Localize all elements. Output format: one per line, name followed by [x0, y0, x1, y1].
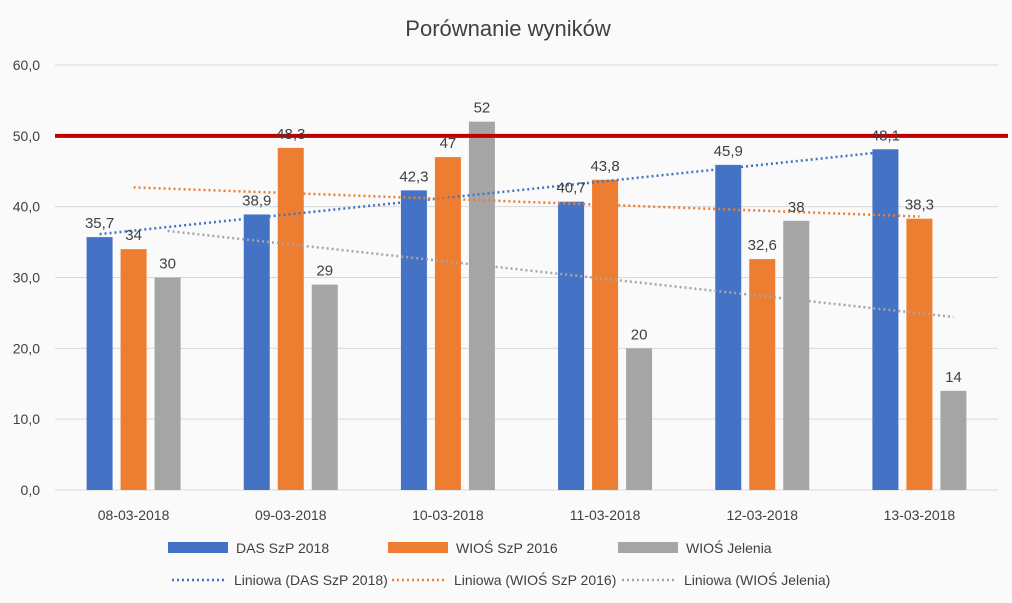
data-label: 35,7 [85, 215, 114, 232]
y-tick-label: 30,0 [13, 270, 40, 286]
data-label: 30 [159, 256, 176, 273]
y-tick-label: 60,0 [13, 57, 40, 73]
x-tick-label: 09-03-2018 [255, 507, 327, 523]
x-tick-label: 11-03-2018 [570, 507, 641, 523]
bar [434, 157, 461, 491]
legend-swatch [168, 542, 228, 553]
legend-label: WIOŚ SzP 2016 [456, 539, 558, 556]
bar [468, 121, 495, 491]
data-label: 42,3 [399, 168, 428, 185]
bar [243, 214, 270, 491]
data-label: 29 [316, 263, 333, 280]
data-label: 48,1 [871, 127, 900, 144]
bar [872, 149, 899, 490]
data-label: 38,9 [242, 192, 271, 209]
x-axis: 08-03-2018 09-03-2018 10-03-2018 11-03-2018… [98, 507, 956, 523]
data-labels: 35,7 38,9 42,3 40,7 45,9 48,1 34 48,3 47 43,8 32,6… [85, 100, 962, 386]
data-label: 32,6 [748, 237, 777, 254]
bar [626, 348, 653, 490]
data-label: 45,9 [714, 143, 743, 160]
data-label: 40,7 [556, 180, 585, 197]
data-label: 20 [631, 326, 648, 343]
bar [592, 179, 619, 490]
bar [311, 284, 338, 490]
y-tick-label: 20,0 [13, 340, 40, 356]
data-label: 34 [125, 227, 142, 244]
y-axis: 0,0 10,0 20,0 30,0 40,0 50,0 60,0 [13, 57, 40, 498]
bar [906, 218, 933, 491]
legend-trend-label: Liniowa (WIOŚ SzP 2016) [454, 571, 616, 588]
legend-label: DAS SzP 2018 [236, 540, 329, 556]
chart-title: Porównanie wyników [405, 16, 611, 41]
data-label: 52 [474, 100, 491, 117]
x-tick-label: 12-03-2018 [726, 507, 798, 523]
bar [277, 147, 304, 490]
bar [400, 190, 427, 490]
bars [86, 121, 967, 491]
bar [783, 220, 810, 491]
legend-swatch [388, 542, 448, 553]
legend: DAS SzP 2018 WIOŚ SzP 2016 WIOŚ Jelenia Lin… [168, 539, 830, 588]
bar [940, 390, 967, 490]
data-label: 38 [788, 199, 805, 216]
bar [120, 249, 147, 490]
x-tick-label: 08-03-2018 [98, 507, 170, 523]
y-tick-label: 0,0 [21, 482, 41, 498]
bar [558, 201, 585, 491]
legend-label: WIOŚ Jelenia [686, 539, 772, 556]
data-label: 48,3 [276, 126, 305, 143]
legend-trend-label: Liniowa (DAS SzP 2018) [234, 572, 388, 588]
legend-swatch [618, 542, 678, 553]
gridlines [55, 64, 998, 491]
data-label: 38,3 [905, 197, 934, 214]
legend-trend-label: Liniowa (WIOŚ Jelenia) [684, 571, 830, 588]
trendline [133, 186, 920, 218]
bar [749, 259, 776, 490]
x-tick-label: 10-03-2018 [412, 507, 484, 523]
y-tick-label: 40,0 [13, 199, 40, 215]
x-tick-label: 13-03-2018 [884, 507, 956, 523]
data-label: 43,8 [590, 158, 619, 175]
trendlines [99, 150, 954, 319]
data-label: 14 [945, 369, 962, 386]
trendline [99, 150, 886, 236]
trendline [167, 229, 954, 319]
data-label: 47 [440, 135, 457, 152]
bar [715, 164, 742, 490]
bar [154, 277, 181, 490]
bar [86, 237, 113, 490]
y-tick-label: 10,0 [13, 411, 40, 427]
y-tick-label: 50,0 [13, 128, 40, 144]
